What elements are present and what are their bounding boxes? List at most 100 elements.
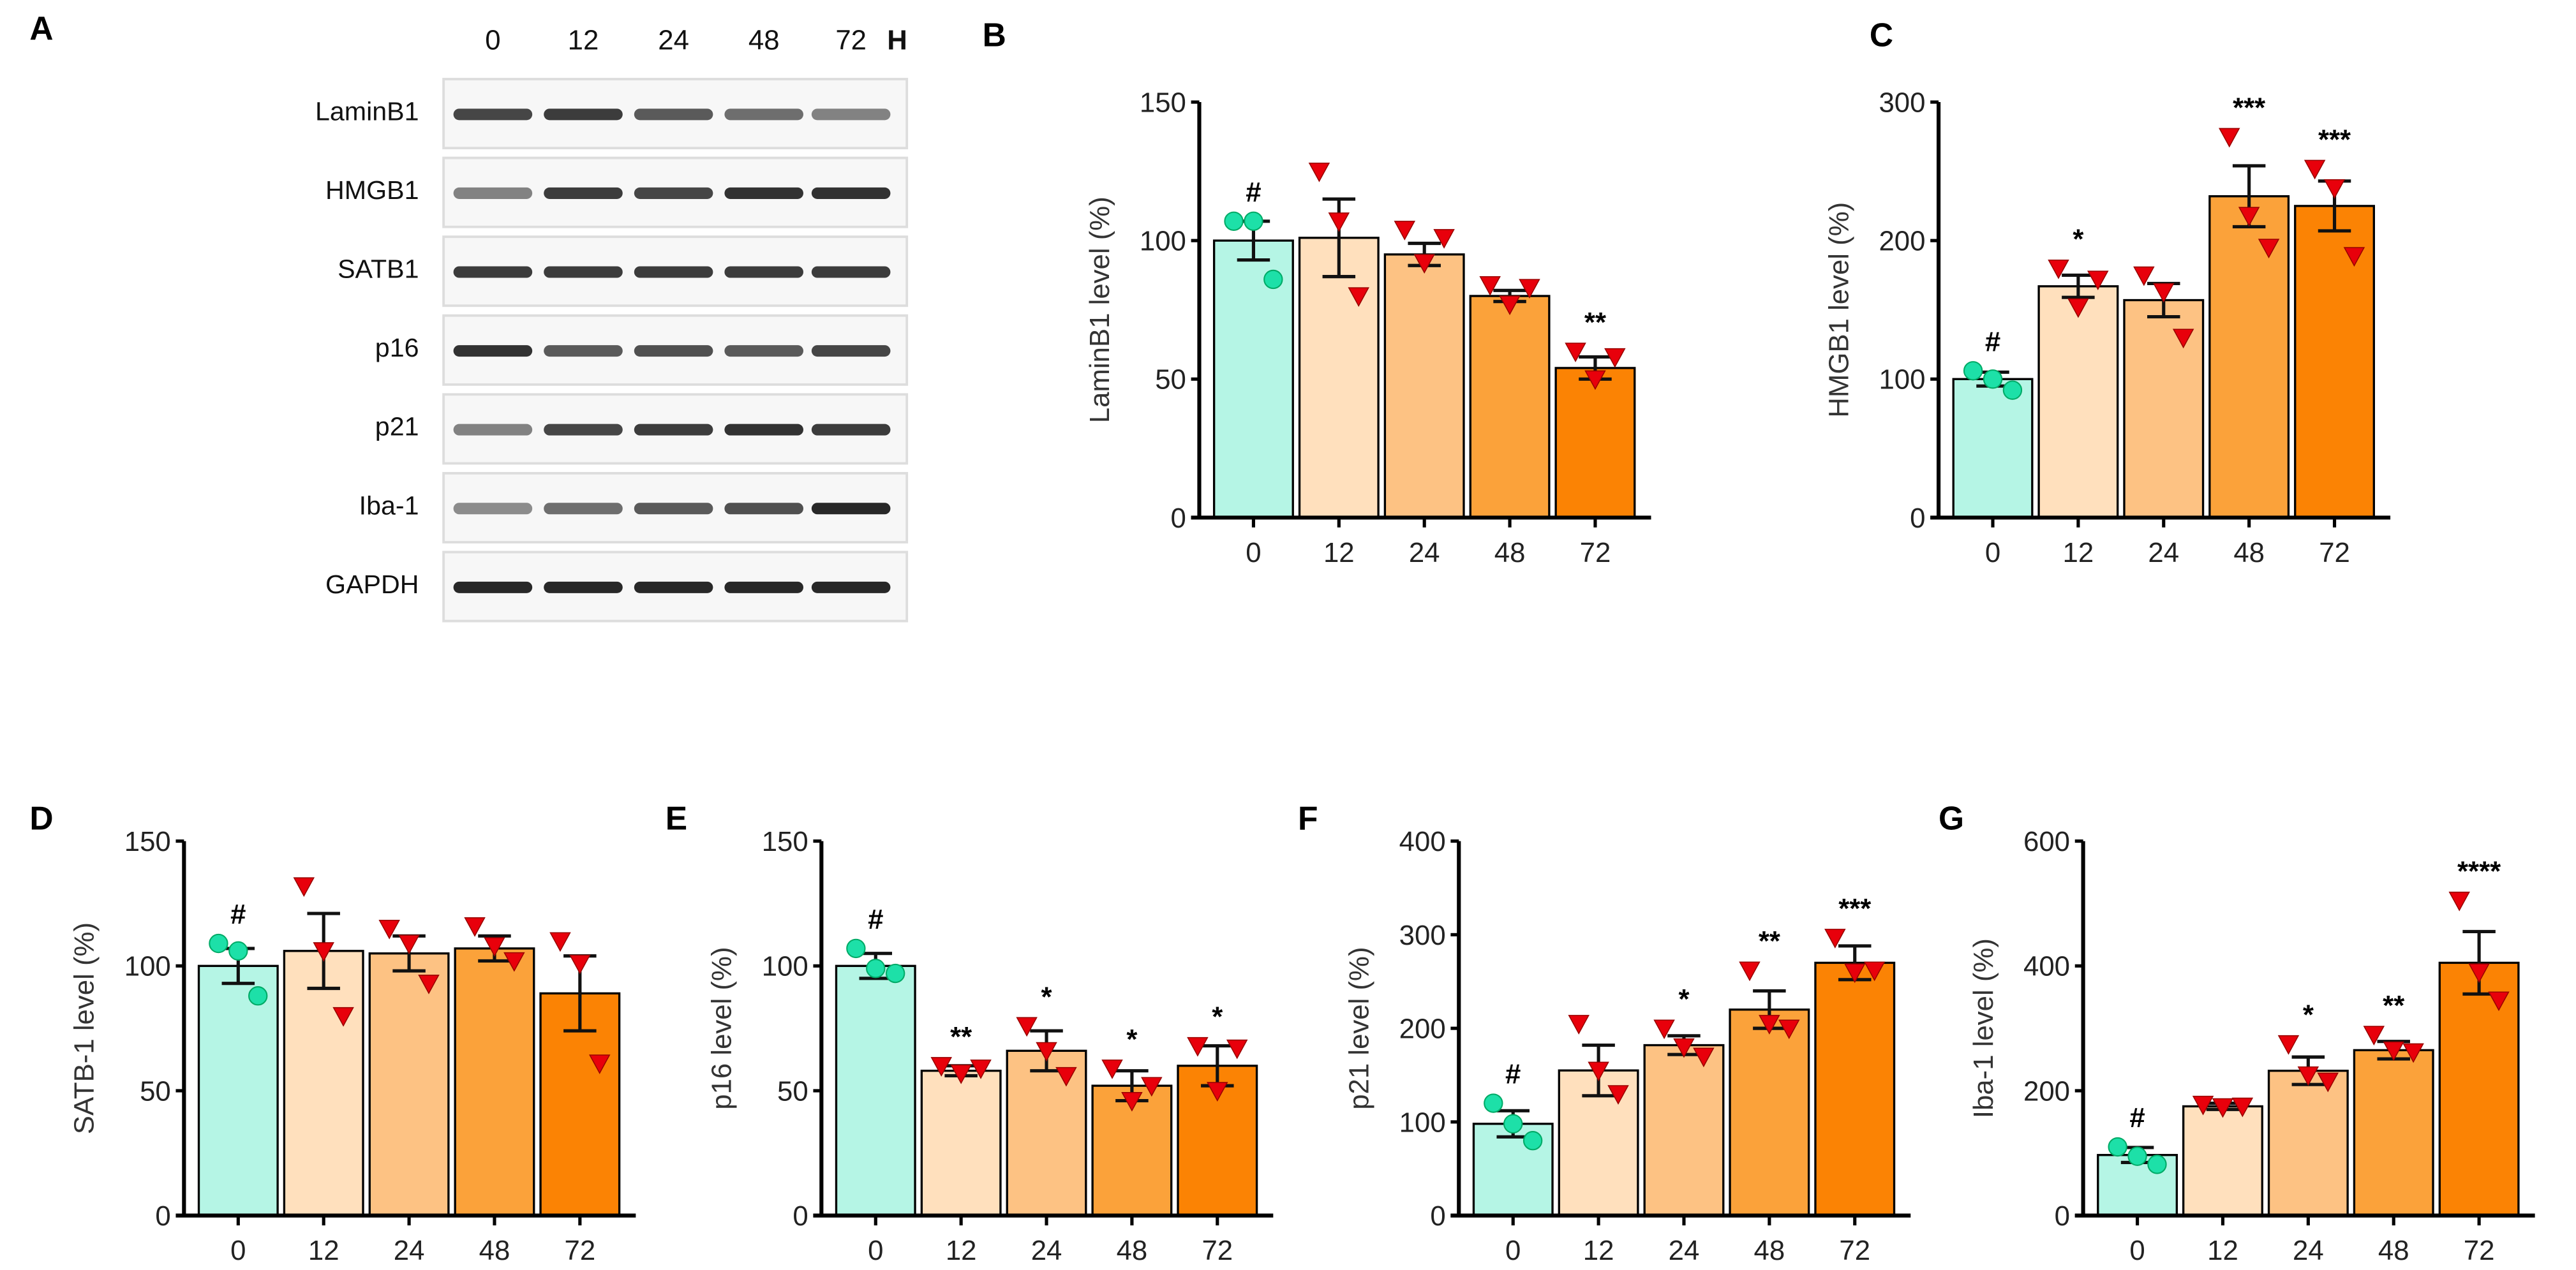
data-point-triangle [2153, 283, 2175, 303]
data-point-triangle [588, 1054, 611, 1074]
data-point-triangle [2172, 329, 2194, 349]
significance-marker: ** [2383, 990, 2404, 1021]
blot-band [544, 266, 623, 278]
y-tick-label: 0 [2055, 1200, 2070, 1232]
data-point-triangle [1673, 1038, 1695, 1058]
data-point-triangle [1413, 254, 1435, 274]
y-tick-label: 50 [1155, 364, 1186, 395]
bar [1952, 378, 2034, 519]
x-tick-label: 12 [1583, 1235, 1614, 1266]
x-tick-label: 0 [1505, 1235, 1521, 1266]
data-point-triangle [2448, 891, 2470, 912]
significance-marker: **** [2457, 856, 2501, 887]
significance-marker: * [1678, 984, 1689, 1015]
data-point-circle [2108, 1137, 2127, 1157]
panel-letter: E [666, 800, 687, 837]
data-point-triangle [1568, 1015, 1590, 1035]
significance-marker: ** [1584, 307, 1606, 338]
data-point-triangle [1121, 1091, 1143, 1112]
data-point-triangle [1824, 929, 1846, 949]
x-tick-label: 24 [394, 1235, 425, 1266]
blot-band [634, 345, 713, 357]
data-point-triangle [1308, 162, 1330, 182]
blot-band [544, 581, 623, 593]
bar [368, 952, 450, 1217]
data-point-circle [1484, 1093, 1503, 1113]
blot-band [634, 187, 713, 199]
y-tick-label: 150 [762, 826, 808, 857]
significance-marker: *** [2318, 124, 2351, 155]
bar [1643, 1044, 1725, 1217]
data-point-circle [846, 938, 866, 959]
data-point-triangle [1565, 343, 1586, 362]
data-point-triangle [930, 1057, 953, 1077]
bar [1212, 239, 1294, 519]
data-point-triangle [1433, 229, 1455, 249]
data-point-triangle [2343, 247, 2365, 267]
x-tick-label: 72 [1580, 537, 1611, 568]
blot-band [453, 581, 533, 593]
data-point-triangle [1016, 1017, 1038, 1037]
x-tick-label: 48 [479, 1235, 510, 1266]
blot-band [724, 108, 803, 121]
data-point-triangle [2402, 1043, 2424, 1063]
x-tick-label: 12 [946, 1235, 977, 1266]
bar [197, 964, 279, 1217]
y-tick-label: 150 [1140, 87, 1186, 118]
significance-marker: # [230, 899, 246, 930]
blot-band [544, 424, 623, 436]
bar [1298, 237, 1380, 519]
data-point-triangle [378, 919, 400, 940]
data-point-triangle [418, 975, 440, 994]
panel-letter-a: A [29, 10, 53, 47]
y-tick-label: 100 [124, 951, 171, 982]
blot-band [453, 187, 533, 199]
data-point-triangle [503, 952, 525, 972]
data-point-triangle [1348, 287, 1369, 307]
blot-band [453, 345, 533, 357]
significance-marker: ** [950, 1021, 972, 1052]
y-axis-title: p21 level (%) [1344, 947, 1375, 1109]
data-point-triangle [2297, 1066, 2319, 1086]
data-point-triangle [1588, 1061, 1609, 1082]
data-point-triangle [1394, 221, 1416, 240]
data-point-triangle [2323, 179, 2346, 199]
blot-row-label: Iba-1 [359, 491, 419, 520]
data-point-triangle [2219, 128, 2240, 148]
data-point-triangle [293, 877, 315, 897]
y-tick-label: 600 [2023, 826, 2070, 857]
x-tick-label: 48 [2233, 537, 2265, 568]
data-point-circle [1224, 211, 1244, 231]
blot-band [811, 108, 891, 121]
bar [2182, 1105, 2263, 1217]
data-point-circle [866, 959, 886, 978]
lane-label: 0 [485, 25, 500, 56]
data-point-circle [1503, 1114, 1523, 1133]
blot-band [724, 187, 803, 199]
data-point-triangle [1778, 1019, 1800, 1040]
significance-marker: *** [1838, 893, 1871, 924]
blot-row-label: LaminB1 [315, 96, 419, 126]
data-point-triangle [1479, 276, 1501, 296]
panel-letter: C [1870, 16, 1893, 53]
lane-label: 12 [568, 25, 599, 56]
lane-label: 48 [748, 25, 780, 56]
significance-marker: * [1126, 1024, 1137, 1055]
data-point-triangle [1604, 348, 1626, 368]
error-bar [2062, 273, 2095, 299]
y-axis-title: LaminB1 level (%) [1084, 196, 1115, 423]
x-tick-label: 24 [2148, 537, 2179, 568]
data-point-triangle [1187, 1037, 1209, 1057]
blot-band [724, 503, 803, 515]
blot-row: Iba-1 [359, 471, 909, 543]
x-tick-label: 72 [1202, 1235, 1233, 1266]
x-tick-label: 24 [2293, 1235, 2324, 1266]
bar [1729, 1008, 1810, 1217]
data-point-triangle [1863, 961, 1886, 982]
significance-marker: ** [1759, 926, 1780, 957]
y-tick-label: 0 [155, 1200, 170, 1232]
x-tick-label: 48 [1117, 1235, 1148, 1266]
data-point-triangle [2067, 298, 2089, 318]
bar [920, 1069, 1002, 1217]
x-tick-label: 0 [868, 1235, 883, 1266]
